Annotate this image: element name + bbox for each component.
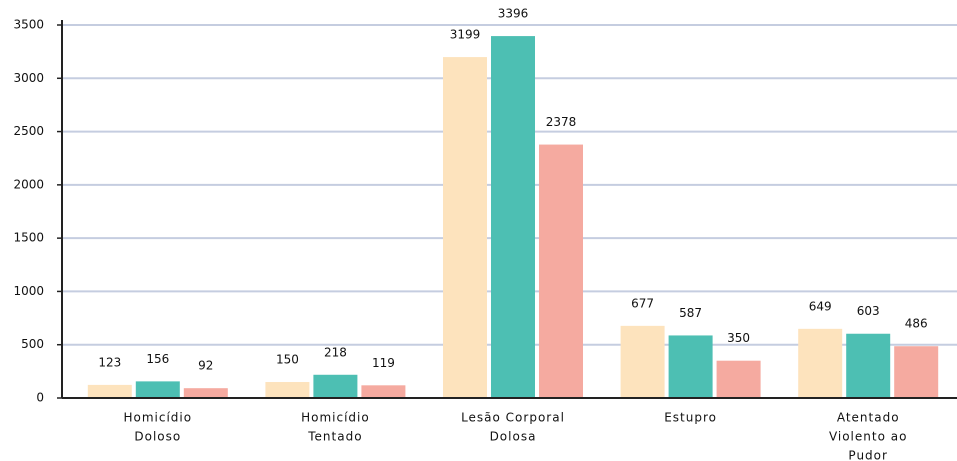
- value-label: 587: [679, 306, 702, 320]
- x-tick-label: Estupro: [664, 411, 717, 425]
- bar: [313, 374, 358, 398]
- bar: [798, 328, 843, 398]
- value-label: 3199: [450, 28, 481, 42]
- value-label: 123: [98, 355, 121, 369]
- value-label: 350: [727, 331, 750, 345]
- x-tick-label: Pudor: [848, 449, 888, 461]
- value-label: 486: [905, 317, 928, 331]
- bar: [491, 36, 535, 398]
- bar: [361, 385, 406, 398]
- y-tick-label: 3000: [13, 71, 44, 85]
- bar: [539, 144, 583, 398]
- x-tick-label: Tentado: [307, 430, 362, 444]
- x-tick-label: Lesão Corporal: [461, 411, 565, 425]
- y-tick-label: 2000: [13, 177, 44, 191]
- bar: [443, 57, 487, 398]
- value-label: 218: [324, 345, 347, 359]
- bar: [87, 384, 132, 398]
- y-tick-label: 500: [21, 337, 44, 351]
- y-tick-label: 2500: [13, 124, 44, 138]
- bar: [716, 360, 761, 398]
- x-tick-label: Dolosa: [490, 430, 537, 444]
- y-tick-label: 0: [36, 391, 44, 405]
- value-label: 119: [372, 356, 395, 370]
- y-tick-label: 1500: [13, 231, 44, 245]
- y-tick-label: 1000: [13, 284, 44, 298]
- value-label: 677: [631, 296, 654, 310]
- y-tick-label: 3500: [13, 18, 44, 32]
- value-label: 2378: [546, 115, 577, 129]
- bar: [265, 382, 310, 398]
- bar: [894, 346, 939, 398]
- value-label: 92: [198, 359, 213, 373]
- value-label: 603: [857, 304, 880, 318]
- value-label: 150: [276, 353, 299, 367]
- bar: [135, 381, 180, 398]
- x-tick-label: Homicídio: [123, 411, 192, 425]
- bar: [183, 388, 228, 398]
- value-label: 649: [809, 299, 832, 313]
- bar: [620, 325, 665, 398]
- bar: [668, 335, 713, 398]
- x-tick-label: Homicídio: [301, 411, 370, 425]
- x-tick-label: Doloso: [134, 430, 181, 444]
- x-tick-label: Atentado: [837, 411, 900, 425]
- value-label: 3396: [498, 7, 529, 21]
- bar: [846, 333, 891, 398]
- x-tick-label: Violento ao: [829, 430, 908, 444]
- value-label: 156: [146, 352, 169, 366]
